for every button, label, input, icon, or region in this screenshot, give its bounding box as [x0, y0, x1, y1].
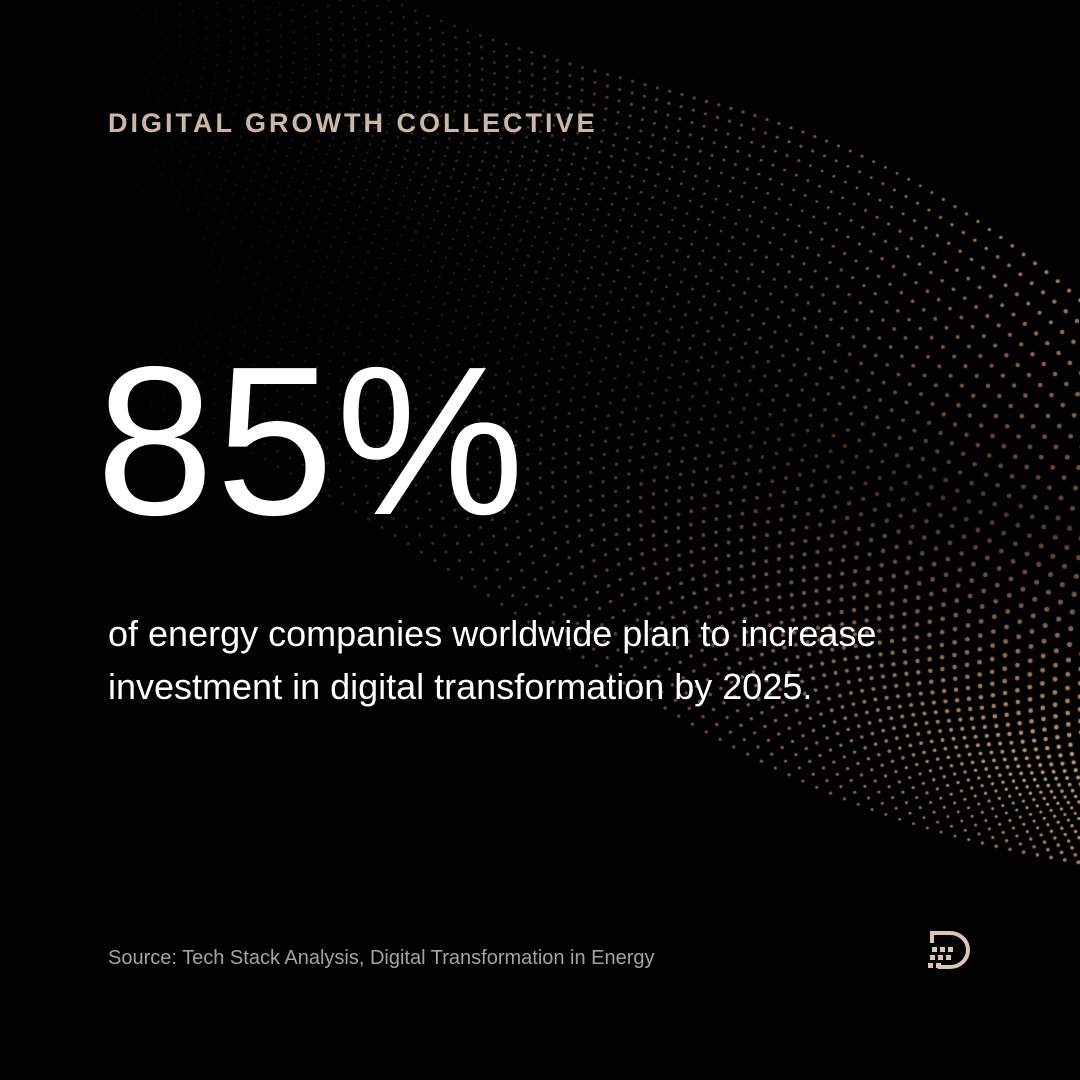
dgc-logo-icon — [928, 931, 970, 969]
description-line-2: investment in digital transformation by … — [108, 666, 813, 707]
brand-name: DIGITAL GROWTH COLLECTIVE — [108, 108, 598, 138]
headline-statistic: 85% — [96, 322, 527, 559]
source-citation: Source: Tech Stack Analysis, Digital Tra… — [108, 947, 655, 969]
description-line-1: of energy companies worldwide plan to in… — [108, 613, 877, 654]
statistic-description: of energy companies worldwide plan to in… — [108, 607, 1008, 713]
